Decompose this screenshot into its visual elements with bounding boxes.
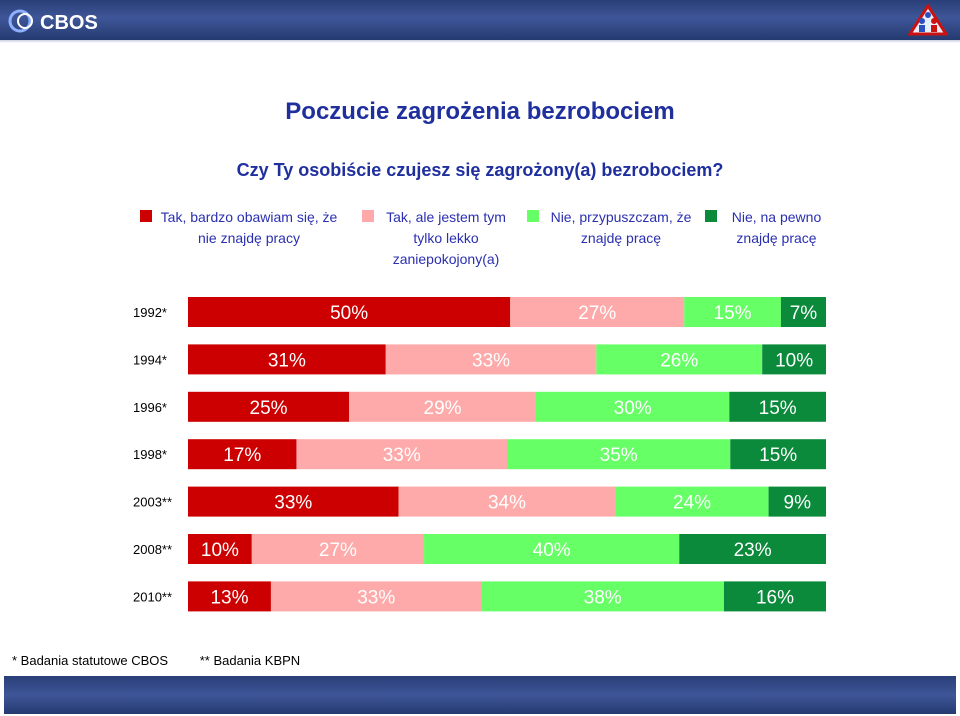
data-label: 33% xyxy=(383,445,421,466)
data-label: 17% xyxy=(223,445,261,466)
legend-item-surely-find: Nie, na pewno znajdę pracę xyxy=(705,207,830,249)
data-label: 15% xyxy=(759,398,797,419)
data-label: 50% xyxy=(330,303,368,324)
footer-band xyxy=(4,676,956,714)
data-label: 24% xyxy=(673,493,711,514)
bar-segment xyxy=(188,344,386,375)
data-label: 16% xyxy=(756,587,794,608)
bar-segment xyxy=(188,439,297,470)
bar-segment xyxy=(730,439,826,470)
bar-segment xyxy=(424,534,680,564)
data-label: 34% xyxy=(488,493,526,514)
page-title: Poczucie zagrożenia bezrobociem xyxy=(285,98,675,125)
bar-segment xyxy=(296,439,507,470)
data-label: 27% xyxy=(578,303,616,324)
category-label: 2003** xyxy=(133,495,172,510)
bar-segment xyxy=(596,344,763,375)
footnote-kbpn: ** Badania KBPN xyxy=(199,653,301,668)
legend-swatch xyxy=(140,210,152,222)
legend-swatch xyxy=(527,210,539,222)
footnote-statutory: * Badania statutowe CBOS xyxy=(12,653,169,668)
data-label: 13% xyxy=(210,587,248,608)
bar-segment xyxy=(507,439,731,470)
legend-item-very-afraid: Tak, bardzo obawiam się, że nie znajdę p… xyxy=(140,207,340,249)
legend-swatch xyxy=(705,210,717,222)
legend-label: Nie, przypuszczam, że znajdę pracę xyxy=(550,209,692,246)
bar-segment xyxy=(398,486,616,517)
brand-text: CBOS xyxy=(40,12,98,34)
data-label: 27% xyxy=(319,540,357,561)
data-label: 33% xyxy=(472,350,510,371)
data-label: 29% xyxy=(424,398,462,419)
footnotes: * Badania statutowe CBOS ** Badania KBPN xyxy=(12,653,328,668)
bar-segment xyxy=(188,486,399,517)
legend-label: Tak, bardzo obawiam się, że nie znajdę p… xyxy=(160,209,338,246)
data-label: 23% xyxy=(734,540,772,561)
data-label: 26% xyxy=(660,350,698,371)
chart-question: Czy Ty osobiście czujesz się zagrożony(a… xyxy=(236,160,724,180)
cbos-logo: CBOS xyxy=(8,9,98,34)
bar-segment xyxy=(188,534,252,564)
data-label: 35% xyxy=(600,445,638,466)
category-label: 2008** xyxy=(133,542,172,557)
people-emblem-icon xyxy=(908,3,948,36)
bar-segment xyxy=(188,297,511,327)
header-band: CBOS xyxy=(0,0,960,43)
bar-segment xyxy=(615,486,769,517)
bar-segment xyxy=(723,581,826,612)
data-label: 15% xyxy=(759,445,797,466)
legend-swatch xyxy=(362,210,374,222)
bar-segment xyxy=(536,391,730,422)
bar-segment xyxy=(762,344,826,375)
bar-segment xyxy=(768,486,826,517)
data-label: 10% xyxy=(775,350,813,371)
legend-item-probably-find: Nie, przypuszczam, że znajdę pracę xyxy=(527,207,697,249)
legend-item-slightly-worried: Tak, ale jestem tym tylko lekko zaniepok… xyxy=(362,207,512,270)
bar-segment xyxy=(270,581,482,612)
data-label: 15% xyxy=(714,303,752,324)
data-label: 10% xyxy=(201,540,239,561)
legend-label: Nie, na pewno znajdę pracę xyxy=(731,209,822,246)
data-label: 33% xyxy=(274,493,312,514)
bar-segment xyxy=(385,344,597,375)
data-label: 25% xyxy=(250,398,288,419)
bar-segment xyxy=(188,581,271,612)
bar-segment xyxy=(679,534,826,564)
data-label: 38% xyxy=(584,587,622,608)
bar-segment xyxy=(349,391,536,422)
category-label: 1992* xyxy=(133,305,167,320)
category-label: 2010** xyxy=(133,589,172,604)
bar-segment xyxy=(729,391,826,422)
data-label: 30% xyxy=(614,398,652,419)
data-label: 40% xyxy=(533,540,571,561)
data-label: 33% xyxy=(357,587,395,608)
bar-segment xyxy=(510,297,685,327)
data-label: 31% xyxy=(268,350,306,371)
category-label: 1998* xyxy=(133,447,167,462)
bar-segment xyxy=(684,297,781,327)
bar-segment xyxy=(780,297,826,327)
category-label: 1996* xyxy=(133,400,167,415)
data-label: 9% xyxy=(784,493,812,514)
bar-segment xyxy=(251,534,425,564)
bar-segment xyxy=(188,391,350,422)
legend-label: Tak, ale jestem tym tylko lekko zaniepok… xyxy=(386,209,506,267)
data-label: 7% xyxy=(790,303,818,324)
bar-segment xyxy=(481,581,724,612)
category-label: 1994* xyxy=(133,352,167,367)
